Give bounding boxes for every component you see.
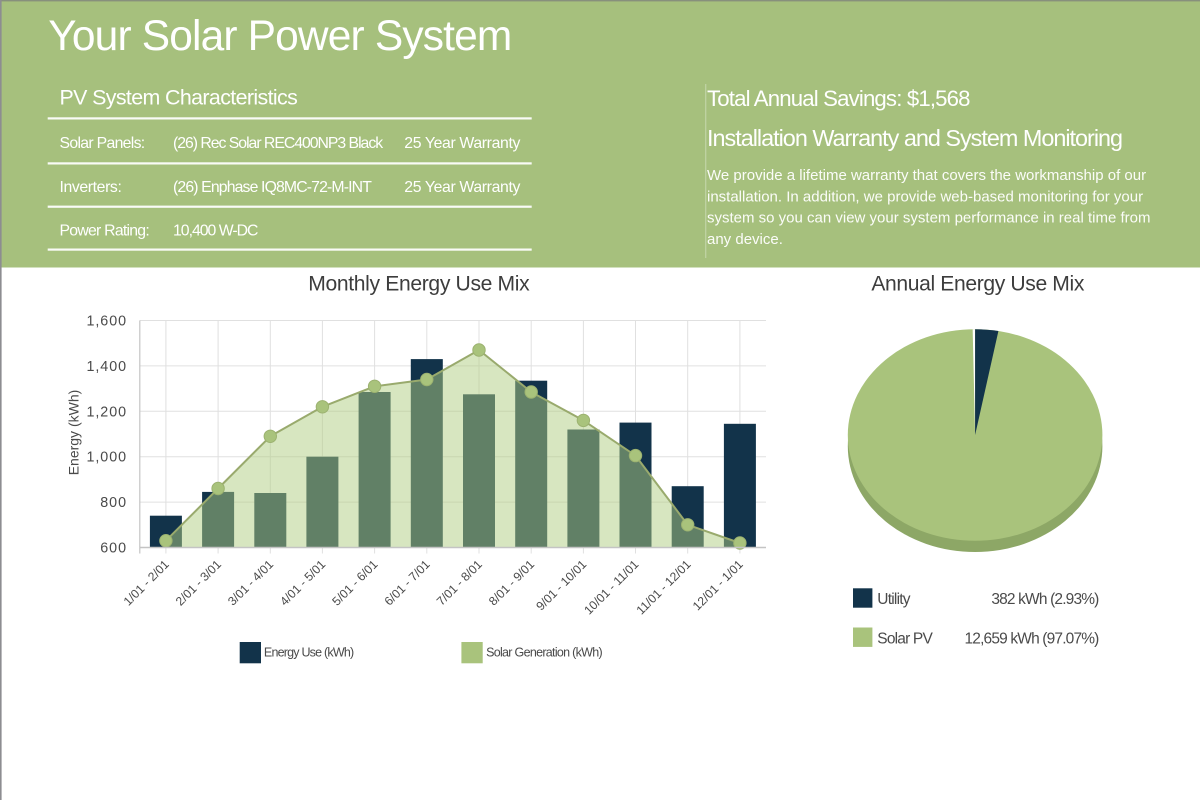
svg-text:4/01 - 5/01: 4/01 - 5/01 xyxy=(277,557,328,608)
svg-text:Installation Warranty and Syst: Installation Warranty and System Monitor… xyxy=(707,125,1122,151)
svg-text:2/01 - 3/01: 2/01 - 3/01 xyxy=(173,557,224,608)
svg-text:9/01 - 10/01: 9/01 - 10/01 xyxy=(533,557,589,613)
svg-text:installation. In addition, we: installation. In addition, we provide we… xyxy=(707,188,1143,205)
svg-text:(26) Rec Solar REC400NP3 Black: (26) Rec Solar REC400NP3 Black xyxy=(173,135,383,152)
svg-text:Energy Use (kWh): Energy Use (kWh) xyxy=(264,646,354,660)
svg-text:1,200: 1,200 xyxy=(86,404,127,420)
svg-text:25 Year Warranty: 25 Year Warranty xyxy=(404,179,520,196)
svg-text:Inverters:: Inverters: xyxy=(60,179,122,196)
svg-text:Annual Energy Use Mix: Annual Energy Use Mix xyxy=(871,273,1084,296)
svg-text:Energy (kWh): Energy (kWh) xyxy=(66,390,82,476)
svg-text:We provide a lifetime warranty: We provide a lifetime warranty that cove… xyxy=(707,167,1146,184)
svg-text:12/01 - 1/01: 12/01 - 1/01 xyxy=(690,557,746,613)
svg-text:Total Annual Savings: $1,568: Total Annual Savings: $1,568 xyxy=(707,86,970,111)
svg-text:PV System Characteristics: PV System Characteristics xyxy=(60,85,298,109)
svg-text:1,000: 1,000 xyxy=(86,450,127,466)
svg-text:382 kWh (2.93%): 382 kWh (2.93%) xyxy=(991,591,1099,608)
svg-text:system so you can view your sy: system so you can view your system perfo… xyxy=(707,210,1150,227)
svg-text:Power Rating:: Power Rating: xyxy=(60,223,149,240)
svg-text:Solar PV: Solar PV xyxy=(877,630,933,647)
svg-text:25 Year Warranty: 25 Year Warranty xyxy=(404,135,520,152)
svg-text:Your Solar Power System: Your Solar Power System xyxy=(48,13,511,60)
svg-text:12,659 kWh (97.07%): 12,659 kWh (97.07%) xyxy=(965,630,1100,647)
svg-text:3/01 - 4/01: 3/01 - 4/01 xyxy=(225,557,276,608)
svg-text:Solar Generation (kWh): Solar Generation (kWh) xyxy=(486,646,602,660)
svg-text:1,400: 1,400 xyxy=(86,359,127,375)
svg-text:any device.: any device. xyxy=(707,231,783,248)
svg-text:1/01 - 2/01: 1/01 - 2/01 xyxy=(121,557,172,608)
svg-text:800: 800 xyxy=(100,495,127,511)
svg-text:10/01 - 11/01: 10/01 - 11/01 xyxy=(581,557,641,617)
svg-text:Monthly Energy Use Mix: Monthly Energy Use Mix xyxy=(308,273,530,296)
svg-text:Utility: Utility xyxy=(877,591,910,608)
svg-text:600: 600 xyxy=(100,541,127,557)
svg-text:11/01 - 12/01: 11/01 - 12/01 xyxy=(634,557,694,617)
svg-text:(26) Enphase IQ8MC-72-M-INT: (26) Enphase IQ8MC-72-M-INT xyxy=(173,179,372,196)
svg-text:5/01 - 6/01: 5/01 - 6/01 xyxy=(329,557,380,608)
svg-text:Solar Panels:: Solar Panels: xyxy=(60,135,145,152)
svg-text:7/01 - 8/01: 7/01 - 8/01 xyxy=(434,557,485,608)
svg-text:1,600: 1,600 xyxy=(86,314,127,330)
svg-text:8/01 - 9/01: 8/01 - 9/01 xyxy=(486,557,537,608)
svg-text:6/01 - 7/01: 6/01 - 7/01 xyxy=(382,557,433,608)
svg-text:10,400 W-DC: 10,400 W-DC xyxy=(173,223,258,240)
